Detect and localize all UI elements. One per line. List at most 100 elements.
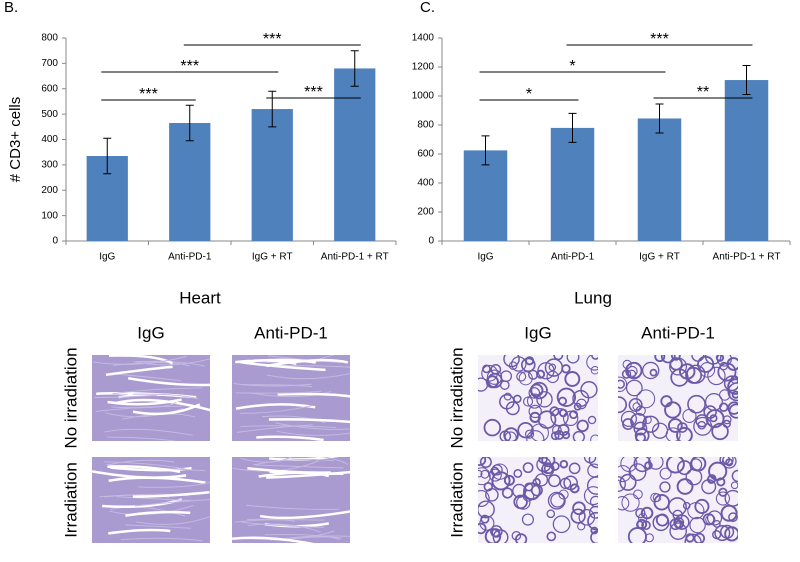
alveolus xyxy=(504,431,517,441)
alveolus xyxy=(580,381,598,399)
tissue xyxy=(232,457,350,543)
x-tick-label: Anti-PD-1 xyxy=(168,252,212,263)
alveolus xyxy=(518,371,533,386)
y-tick-label: 800 xyxy=(417,120,434,131)
alveolus xyxy=(633,421,648,436)
y-tick-label: 1400 xyxy=(412,33,435,44)
alveolus xyxy=(727,401,738,415)
fiber xyxy=(102,498,183,509)
fiber xyxy=(127,377,210,387)
alveolus xyxy=(548,363,557,372)
fiber xyxy=(256,435,324,441)
fiber xyxy=(276,430,350,436)
x-tick-label: Anti-PD-1 + RT xyxy=(713,252,781,263)
fiber xyxy=(266,373,350,380)
error-bar xyxy=(268,90,277,128)
alveolus xyxy=(687,394,706,414)
alveolus xyxy=(568,462,581,475)
alveolus xyxy=(704,355,722,365)
alveolus xyxy=(678,363,696,380)
row-label: Irradiation xyxy=(61,462,80,538)
bar xyxy=(550,127,595,241)
alveolus xyxy=(618,376,628,392)
fiber xyxy=(135,358,210,366)
histology-image xyxy=(92,355,210,441)
fiber xyxy=(110,401,177,409)
alveolus xyxy=(499,380,510,390)
alveolus xyxy=(654,355,666,363)
alveolus xyxy=(669,522,687,540)
histology-image xyxy=(232,355,350,441)
y-tick-label: 600 xyxy=(41,83,58,94)
histology-image xyxy=(92,457,210,543)
fiber xyxy=(242,384,313,388)
x-tick-label: IgG xyxy=(477,252,493,263)
x-tick-label: IgG xyxy=(99,252,115,263)
bar xyxy=(724,80,769,241)
alveolus xyxy=(707,366,726,386)
alveolus xyxy=(627,369,637,379)
alveolus xyxy=(618,465,632,483)
fiber xyxy=(133,360,205,367)
alveolus xyxy=(486,369,503,385)
fiber xyxy=(104,428,193,436)
alveolus xyxy=(622,418,634,431)
fiber xyxy=(239,405,313,414)
alveolus xyxy=(642,415,660,433)
x-tick-label: IgG + RT xyxy=(252,252,293,263)
alveolus xyxy=(697,420,707,430)
alveolus xyxy=(552,515,571,534)
alveolus xyxy=(724,526,738,542)
alveolus xyxy=(541,457,556,468)
alveolus xyxy=(633,457,652,473)
fiber xyxy=(107,465,181,473)
alveolus xyxy=(709,414,718,423)
alveolus xyxy=(635,405,646,416)
fiber xyxy=(235,390,322,394)
alveolus xyxy=(706,510,723,526)
y-tick-label: 800 xyxy=(41,33,58,44)
fiber xyxy=(241,361,326,372)
alveolus xyxy=(670,355,681,361)
alveolus xyxy=(490,525,503,538)
alveolus xyxy=(716,477,726,487)
alveolus xyxy=(513,469,523,478)
alveolus xyxy=(648,457,664,470)
alveolus xyxy=(478,469,483,478)
fiber xyxy=(275,422,350,430)
y-axis-label: # CD3+ cells xyxy=(7,97,24,182)
alveolus xyxy=(625,379,643,397)
fiber xyxy=(264,534,341,541)
bar xyxy=(463,150,508,241)
fiber xyxy=(278,457,349,465)
alveolus xyxy=(684,533,702,543)
alveolus xyxy=(711,422,729,441)
alveolus xyxy=(528,369,539,380)
fiber xyxy=(105,365,173,377)
alveolus xyxy=(655,513,669,527)
error-bar xyxy=(742,65,751,96)
alveolus xyxy=(556,387,577,407)
alveolus xyxy=(586,355,598,371)
fiber xyxy=(92,470,187,479)
alveolus xyxy=(618,476,626,492)
alveolus xyxy=(630,412,647,430)
fiber xyxy=(132,490,210,498)
fiber xyxy=(274,364,350,368)
alveolus xyxy=(522,489,535,502)
alveolus xyxy=(530,423,549,441)
alveolus xyxy=(550,431,560,441)
alveolus xyxy=(714,524,731,542)
alveolus xyxy=(564,371,581,387)
alveolus xyxy=(730,481,738,490)
alveolus xyxy=(570,508,586,524)
tissue xyxy=(618,457,738,543)
histology-image xyxy=(618,355,738,441)
fiber xyxy=(108,528,171,535)
fiber xyxy=(108,459,175,466)
alveolus xyxy=(588,457,598,469)
fiber xyxy=(233,382,312,387)
alveolus xyxy=(536,391,553,408)
column-label: Anti-PD-1 xyxy=(254,323,328,342)
